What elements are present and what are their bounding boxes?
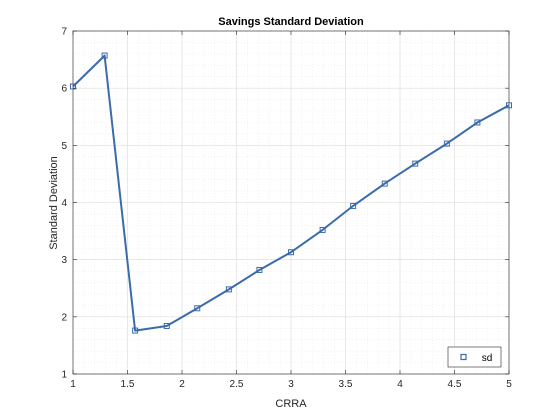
x-tick-label: 1.5 bbox=[121, 379, 135, 390]
data-point bbox=[350, 202, 357, 209]
data-point bbox=[70, 83, 76, 90]
data-point bbox=[288, 249, 294, 256]
y-tick-label: 4 bbox=[61, 198, 67, 209]
y-tick-label: 7 bbox=[61, 27, 67, 38]
data-point bbox=[506, 102, 512, 109]
y-tick-label: 1 bbox=[61, 370, 67, 381]
y-tick-labels: 1 2 3 4 5 6 7 bbox=[61, 27, 67, 381]
y-tick-label: 3 bbox=[61, 255, 67, 266]
x-tick-label: 2.5 bbox=[230, 379, 244, 390]
x-tick-label: 5 bbox=[506, 379, 512, 390]
y-tick-label: 6 bbox=[61, 84, 67, 95]
series-line-sd bbox=[72, 54, 510, 332]
legend-marker-icon bbox=[460, 353, 467, 361]
x-tick-label: 1 bbox=[70, 379, 76, 390]
data-point bbox=[101, 52, 108, 59]
data-point bbox=[256, 266, 263, 273]
axis-ticks bbox=[72, 30, 510, 375]
legend-label: sd bbox=[482, 353, 493, 364]
data-point bbox=[132, 327, 139, 334]
data-point bbox=[319, 226, 326, 233]
x-tick-labels: 1 1.5 2 2.5 3 3.5 4 4.5 5 bbox=[70, 379, 512, 390]
data-point bbox=[163, 322, 170, 329]
x-tick-label: 4.5 bbox=[448, 379, 462, 390]
data-point bbox=[474, 119, 481, 126]
x-tick-label: 2 bbox=[179, 379, 185, 390]
chart-title: Savings Standard Deviation bbox=[218, 16, 364, 28]
y-axis-label: Standard Deviation bbox=[48, 156, 60, 250]
x-tick-label: 3 bbox=[288, 379, 294, 390]
x-tick-label: 4 bbox=[397, 379, 403, 390]
data-point bbox=[381, 180, 388, 187]
y-tick-label: 2 bbox=[61, 312, 67, 323]
y-tick-label: 5 bbox=[61, 141, 67, 152]
x-axis-label: CRRA bbox=[275, 398, 307, 410]
series-layer bbox=[70, 52, 512, 334]
data-point bbox=[194, 305, 201, 312]
legend: sd bbox=[447, 346, 502, 368]
data-point bbox=[412, 160, 419, 167]
data-point bbox=[225, 286, 232, 293]
x-tick-label: 3.5 bbox=[339, 379, 353, 390]
legend-box bbox=[447, 346, 502, 368]
data-point bbox=[443, 140, 450, 147]
